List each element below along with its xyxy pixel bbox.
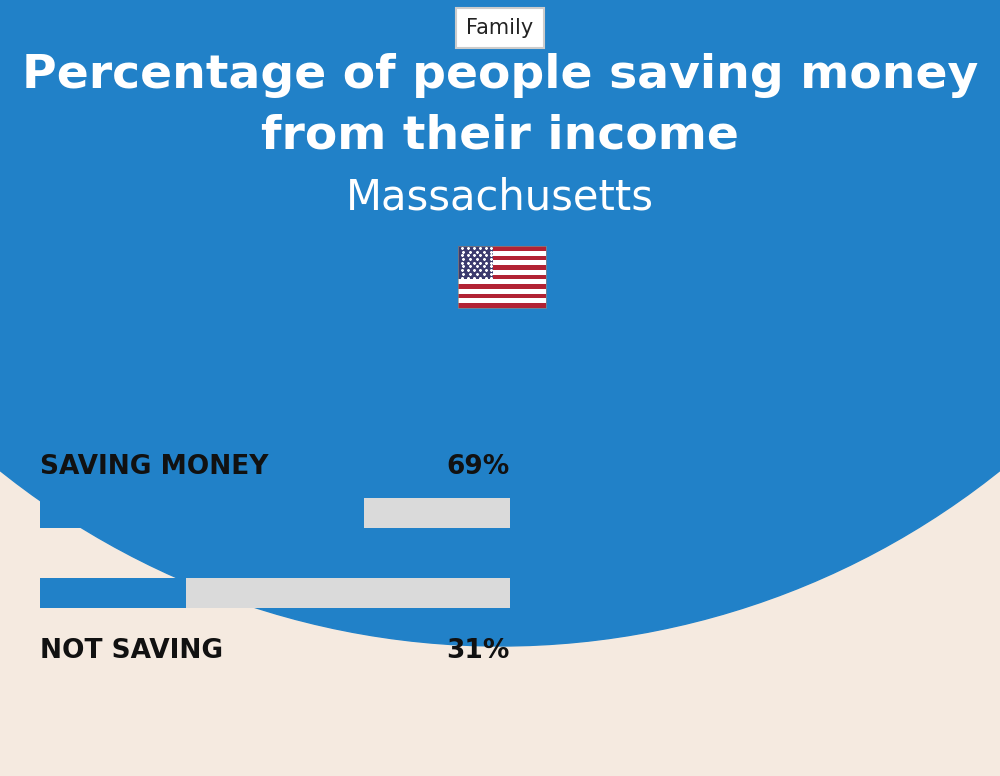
Bar	[458, 270, 546, 275]
Text: Percentage of people saving money: Percentage of people saving money	[22, 54, 978, 99]
Bar	[458, 251, 546, 255]
Bar	[458, 303, 546, 308]
Bar	[458, 275, 546, 279]
Bar	[458, 246, 493, 279]
Bar	[458, 293, 546, 299]
Text: Family: Family	[466, 18, 534, 38]
Bar	[40, 578, 510, 608]
Text: 69%: 69%	[447, 454, 510, 480]
Bar	[458, 255, 546, 260]
Bar	[40, 498, 510, 528]
Bar	[458, 265, 546, 270]
Bar	[458, 260, 546, 265]
Bar	[458, 284, 546, 289]
Bar	[40, 498, 364, 528]
Bar	[458, 279, 546, 284]
Bar	[458, 299, 546, 303]
Bar	[458, 289, 546, 293]
Bar	[40, 578, 186, 608]
Text: SAVING MONEY: SAVING MONEY	[40, 454, 268, 480]
Text: NOT SAVING: NOT SAVING	[40, 638, 223, 664]
Text: 31%: 31%	[447, 638, 510, 664]
Text: from their income: from their income	[261, 113, 739, 158]
Bar	[458, 246, 546, 251]
Bar	[458, 246, 546, 308]
Circle shape	[0, 0, 1000, 646]
Text: Massachusetts: Massachusetts	[346, 177, 654, 219]
